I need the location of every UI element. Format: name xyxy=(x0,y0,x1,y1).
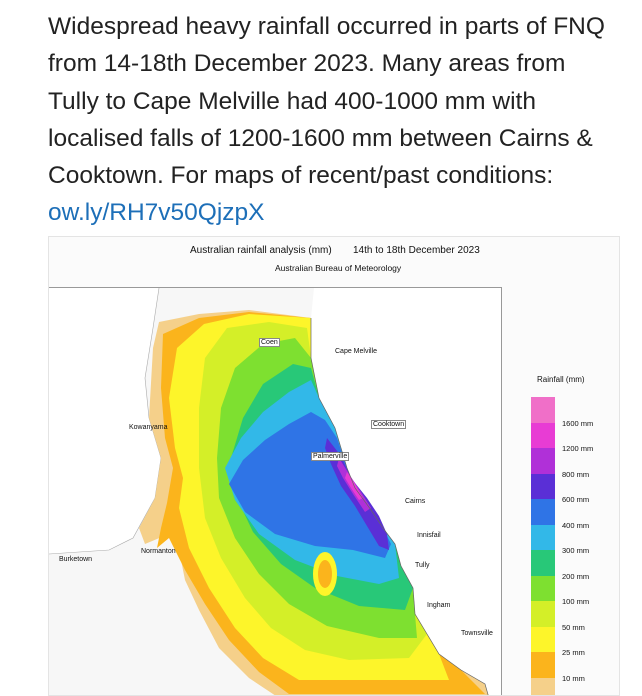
tweet-text: Widespread heavy rainfall occurred in pa… xyxy=(48,8,618,232)
legend-swatch xyxy=(531,474,555,500)
town-palmerville: Palmerville xyxy=(311,452,349,461)
rainfall-map-image[interactable]: Australian rainfall analysis (mm) 14th t… xyxy=(48,236,620,696)
legend-label: 300 mm xyxy=(562,546,589,555)
legend-label: 800 mm xyxy=(562,470,589,479)
legend-swatch xyxy=(531,627,555,653)
town-ingham: Ingham xyxy=(427,602,450,609)
legend-swatch xyxy=(531,397,555,423)
town-townsville: Townsville xyxy=(461,630,493,637)
town-normanton: Normanton xyxy=(141,548,176,555)
town-burketown: Burketown xyxy=(59,556,92,563)
map-title: Australian rainfall analysis (mm) xyxy=(190,245,332,256)
legend-label: 25 mm xyxy=(562,648,585,657)
town-innisfail: Innisfail xyxy=(417,532,441,539)
legend-swatch xyxy=(531,525,555,551)
map-header: Australian rainfall analysis (mm) 14th t… xyxy=(49,243,619,283)
rainfall-map: Coen Cape Melville Kowanyama Cooktown Pa… xyxy=(49,287,502,696)
legend-swatch xyxy=(531,423,555,449)
map-source: Australian Bureau of Meteorology xyxy=(275,263,401,273)
legend-title: Rainfall (mm) xyxy=(537,375,585,384)
legend-label: 10 mm xyxy=(562,674,585,683)
town-cairns: Cairns xyxy=(405,498,425,505)
legend-swatch xyxy=(531,448,555,474)
legend-label: 200 mm xyxy=(562,572,589,581)
legend-label: 50 mm xyxy=(562,623,585,632)
legend-label: 1200 mm xyxy=(562,444,593,453)
legend-label: 400 mm xyxy=(562,521,589,530)
town-cape-melville: Cape Melville xyxy=(335,348,377,355)
legend-swatch xyxy=(531,601,555,627)
legend-swatch xyxy=(531,499,555,525)
town-kowanyama: Kowanyama xyxy=(129,424,168,431)
tweet-link[interactable]: ow.ly/RH7v50QjzpX xyxy=(48,199,265,226)
map-period: 14th to 18th December 2023 xyxy=(353,245,480,256)
rainfall-contour-map xyxy=(49,288,501,696)
town-coen: Coen xyxy=(259,338,280,347)
legend-swatch xyxy=(531,678,555,696)
legend-label: 100 mm xyxy=(562,597,589,606)
legend-swatch xyxy=(531,652,555,678)
tweet-body: Widespread heavy rainfall occurred in pa… xyxy=(48,13,605,189)
rainfall-legend: Rainfall (mm) 1600 mm 1200 mm 800 mm 600 mm… xyxy=(509,287,619,696)
town-cooktown: Cooktown xyxy=(371,420,406,429)
legend-swatch xyxy=(531,550,555,576)
town-tully: Tully xyxy=(415,562,430,569)
legend-label: 600 mm xyxy=(562,495,589,504)
legend-swatch xyxy=(531,576,555,602)
legend-label: 1600 mm xyxy=(562,419,593,428)
